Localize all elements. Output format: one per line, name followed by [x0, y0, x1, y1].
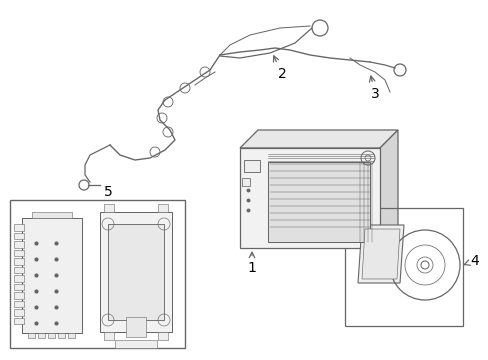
Bar — [14, 275, 24, 282]
Bar — [22, 218, 82, 333]
Bar — [48, 333, 55, 338]
Text: 2: 2 — [273, 56, 286, 81]
Bar — [158, 204, 168, 212]
Bar — [267, 162, 369, 242]
Bar — [14, 233, 24, 239]
Bar — [14, 318, 24, 324]
Bar — [38, 333, 45, 338]
Text: 1: 1 — [247, 252, 256, 275]
Bar — [68, 333, 75, 338]
Text: 4: 4 — [463, 254, 478, 268]
Bar — [28, 333, 35, 338]
Bar — [158, 332, 168, 340]
Bar — [104, 204, 114, 212]
Bar — [345, 208, 462, 326]
Bar — [58, 333, 65, 338]
Bar — [104, 332, 114, 340]
Bar — [240, 148, 379, 248]
Bar — [10, 200, 184, 348]
Bar — [14, 292, 24, 298]
Bar — [14, 224, 24, 230]
Bar — [108, 224, 163, 320]
Polygon shape — [361, 229, 399, 279]
Bar — [14, 258, 24, 265]
Bar — [32, 212, 72, 218]
Polygon shape — [357, 225, 403, 283]
Text: 3: 3 — [369, 76, 379, 101]
Bar — [126, 317, 146, 337]
Bar — [14, 249, 24, 256]
Text: 5: 5 — [103, 185, 112, 199]
Bar — [14, 301, 24, 307]
Polygon shape — [379, 130, 397, 248]
Bar — [14, 284, 24, 290]
Bar — [242, 178, 249, 186]
Bar — [14, 241, 24, 248]
Bar — [115, 340, 157, 348]
Bar — [100, 212, 172, 332]
Bar — [244, 160, 260, 172]
Polygon shape — [240, 130, 397, 148]
Bar — [14, 309, 24, 315]
Bar — [14, 266, 24, 273]
